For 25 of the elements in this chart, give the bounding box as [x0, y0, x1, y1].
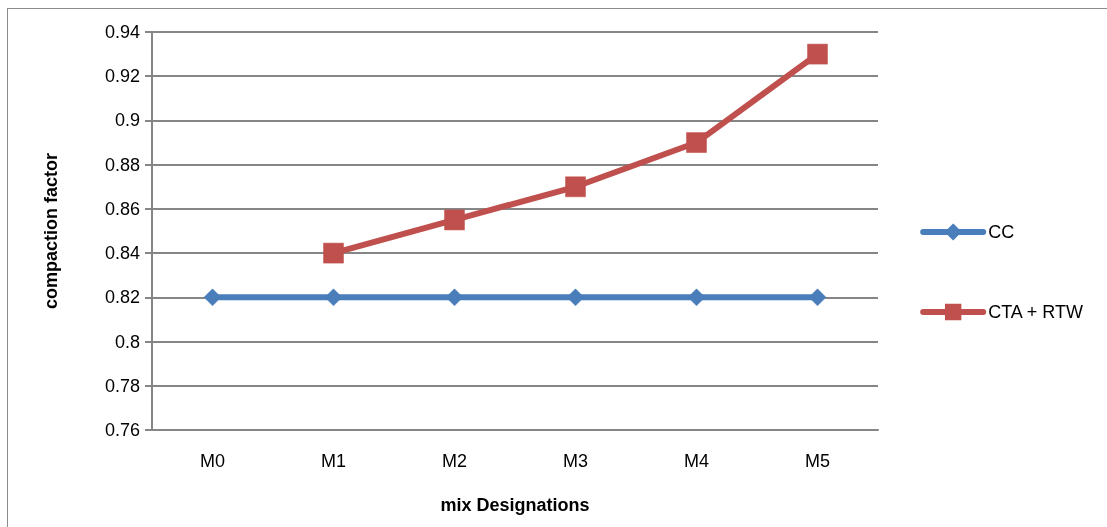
- x-tick-label: M5: [804, 451, 831, 471]
- point: [807, 43, 828, 65]
- x-tick-label: M0: [199, 451, 226, 471]
- x-axis-title: mix Designations: [440, 495, 590, 515]
- y-tick-label: 0.92: [104, 66, 140, 87]
- y-axis-title: compaction factor: [41, 152, 61, 310]
- y-tick-label: 0.76: [104, 420, 140, 440]
- y-tick-label: 0.8: [114, 331, 140, 352]
- point: [444, 209, 465, 231]
- x-tick-label: M4: [683, 451, 710, 471]
- y-tick-label: 0.84: [104, 243, 140, 264]
- point: [686, 132, 707, 153]
- legend-label: CTA + RTW: [988, 302, 1084, 322]
- x-tick-label: M2: [441, 451, 468, 471]
- y-tick-label: 0.86: [104, 198, 140, 219]
- legend-label: CC: [988, 222, 1015, 242]
- y-tick-label: 0.82: [104, 287, 140, 308]
- y-tick-label: 0.9: [114, 110, 140, 131]
- point: [565, 176, 586, 198]
- x-tick-label: M1: [320, 451, 347, 471]
- y-tick-label: 0.78: [104, 375, 140, 396]
- x-tick-label: M3: [562, 451, 589, 471]
- y-tick-label: 0.88: [104, 154, 140, 175]
- point: [323, 242, 344, 264]
- y-tick-label: 0.94: [104, 22, 140, 42]
